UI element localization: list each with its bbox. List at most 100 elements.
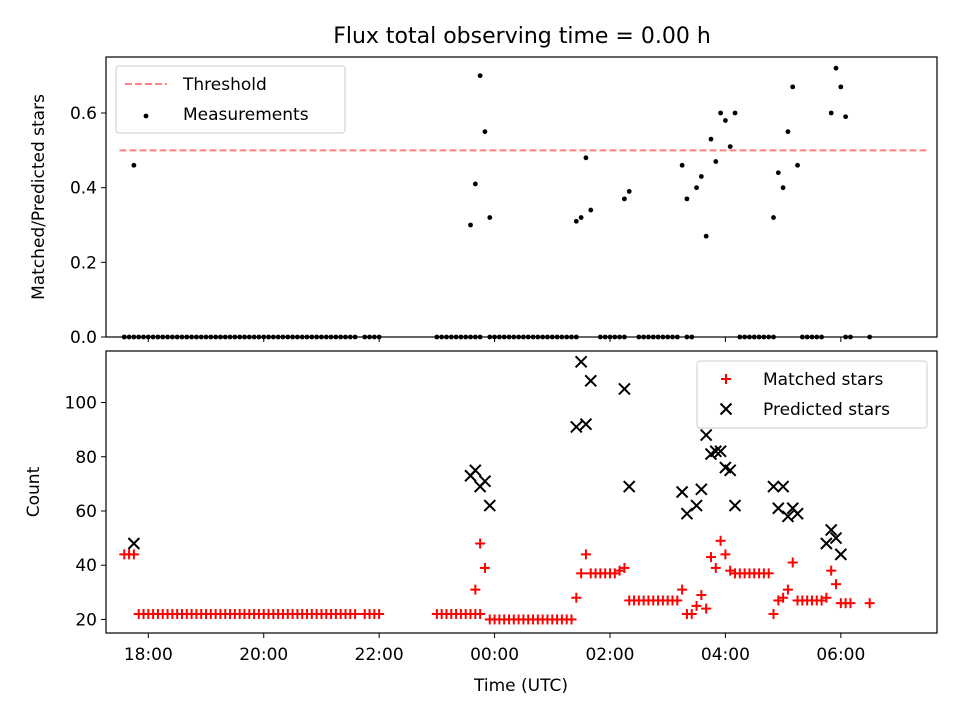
matched-star-point [845, 598, 856, 609]
matched-star-point [715, 535, 726, 546]
predicted-star-point [675, 485, 689, 499]
x-tick-label: 00:00 [470, 645, 519, 665]
matched-star-point [787, 557, 798, 568]
predicted-star-point [728, 499, 742, 512]
measurement-point [771, 215, 776, 220]
predicted-star-point [618, 382, 631, 396]
top-y-tick-label: 0.0 [70, 328, 97, 348]
predicted-star-point [714, 445, 727, 458]
figure-title: Flux total observing time = 0.00 h [333, 24, 711, 49]
matched-star-point [475, 538, 486, 549]
x-tick-label: 04:00 [701, 645, 750, 665]
matched-star-point [763, 568, 774, 579]
measurement-point [828, 110, 834, 116]
matched-star-point [821, 592, 832, 603]
measurement-point [843, 114, 849, 120]
measurement-point [790, 84, 796, 90]
legend-predicted-label: Predicted stars [763, 400, 890, 420]
bottom-axes-frame [105, 350, 938, 634]
measurement-point [833, 65, 839, 71]
matched-star-point [826, 565, 837, 576]
predicted-star-point [584, 374, 597, 388]
matched-star-point [571, 592, 582, 603]
x-tick-label: 02:00 [585, 645, 634, 665]
top-y-tick-label: 0.4 [70, 179, 97, 199]
measurement-point [694, 185, 699, 191]
matched-star-point [691, 600, 702, 611]
bottom-x-axis: 18:00 20:00 22:00 00:00 02:00 04:00 06:00 [124, 633, 865, 665]
legend-matched-label: Matched stars [763, 370, 883, 390]
predicted-star-point [776, 480, 790, 493]
legend-threshold-label: Threshold [182, 75, 267, 95]
matched-star-point [470, 584, 481, 595]
matched-star-point [374, 609, 385, 620]
matched-star-point [778, 592, 789, 603]
bottom-legend: Matched stars Predicted stars [696, 360, 928, 429]
matched-star-point [831, 579, 842, 590]
top-legend: Threshold Measurements [115, 65, 346, 134]
matched-star-point [350, 609, 361, 620]
matched-star-point [580, 549, 591, 560]
measurement-point [780, 185, 786, 191]
matched-star-point [672, 595, 683, 606]
predicted-star-point [690, 499, 703, 512]
bottom-y-tick-label: 100 [65, 394, 97, 414]
x-tick-label: 20:00 [239, 645, 288, 665]
top-y-axis-label: Matched/Predicted stars [29, 94, 49, 300]
bottom-y-axis-label: Count [24, 466, 44, 517]
bottom-marks [119, 355, 875, 625]
measurement-point [468, 222, 473, 228]
top-y-axis: 0.0 0.2 0.4 0.6 [70, 104, 106, 348]
measurement-point [131, 162, 137, 168]
predicted-star-point [767, 480, 780, 493]
matched-star-point [619, 562, 630, 573]
legend-predicted-marker [719, 402, 733, 416]
matched-star-point [864, 598, 875, 609]
matched-star-point [686, 609, 697, 620]
measurement-point [775, 170, 781, 176]
predicted-star-point [574, 355, 588, 369]
predicted-star-point [680, 507, 694, 520]
predicted-star-point [623, 480, 636, 493]
matched-star-point [768, 609, 779, 620]
predicted-star-point [781, 510, 795, 523]
measurement-point [795, 162, 800, 168]
measurement-point [698, 174, 704, 179]
top-panel: 0.0 0.2 0.4 0.6 Matched/Predicted stars Thr… [29, 56, 938, 348]
matched-star-point [677, 584, 688, 595]
measurement-point [838, 84, 844, 90]
predicted-star-point [570, 420, 583, 434]
bottom-y-tick-label: 40 [75, 556, 97, 576]
predicted-star-point [469, 464, 482, 477]
bottom-y-tick-label: 60 [75, 502, 97, 522]
top-axes-frame [105, 56, 938, 338]
measurement-point [626, 189, 632, 194]
predicted-star-point [791, 507, 804, 520]
matched-star-point [782, 584, 793, 595]
measurement-point [785, 129, 791, 135]
top-x-axis [147, 337, 842, 342]
measurement-point [622, 196, 627, 202]
bottom-y-axis: 20 40 60 80 100 [65, 394, 106, 630]
matched-star-point [576, 568, 587, 579]
measurement-point [723, 118, 728, 123]
matched-star-point [701, 603, 712, 614]
measurement-point [679, 162, 685, 168]
predicted-star-point [724, 464, 737, 477]
predicted-star-point [829, 531, 843, 545]
predicted-star-point [127, 537, 141, 550]
x-tick-label: 22:00 [355, 645, 404, 665]
predicted-star-point [824, 523, 838, 537]
matched-star-point [479, 562, 490, 573]
bottom-y-tick-label: 80 [75, 448, 97, 468]
predicted-star-point [699, 428, 713, 442]
measurement-point [718, 110, 723, 116]
measurement-point [583, 155, 589, 161]
measurement-point [708, 136, 714, 142]
measurement-point [487, 215, 493, 220]
predicted-star-point [695, 483, 708, 496]
x-tick-label: 06:00 [816, 645, 865, 665]
legend-measurements-swatch [143, 113, 149, 119]
measurement-point [482, 129, 488, 135]
